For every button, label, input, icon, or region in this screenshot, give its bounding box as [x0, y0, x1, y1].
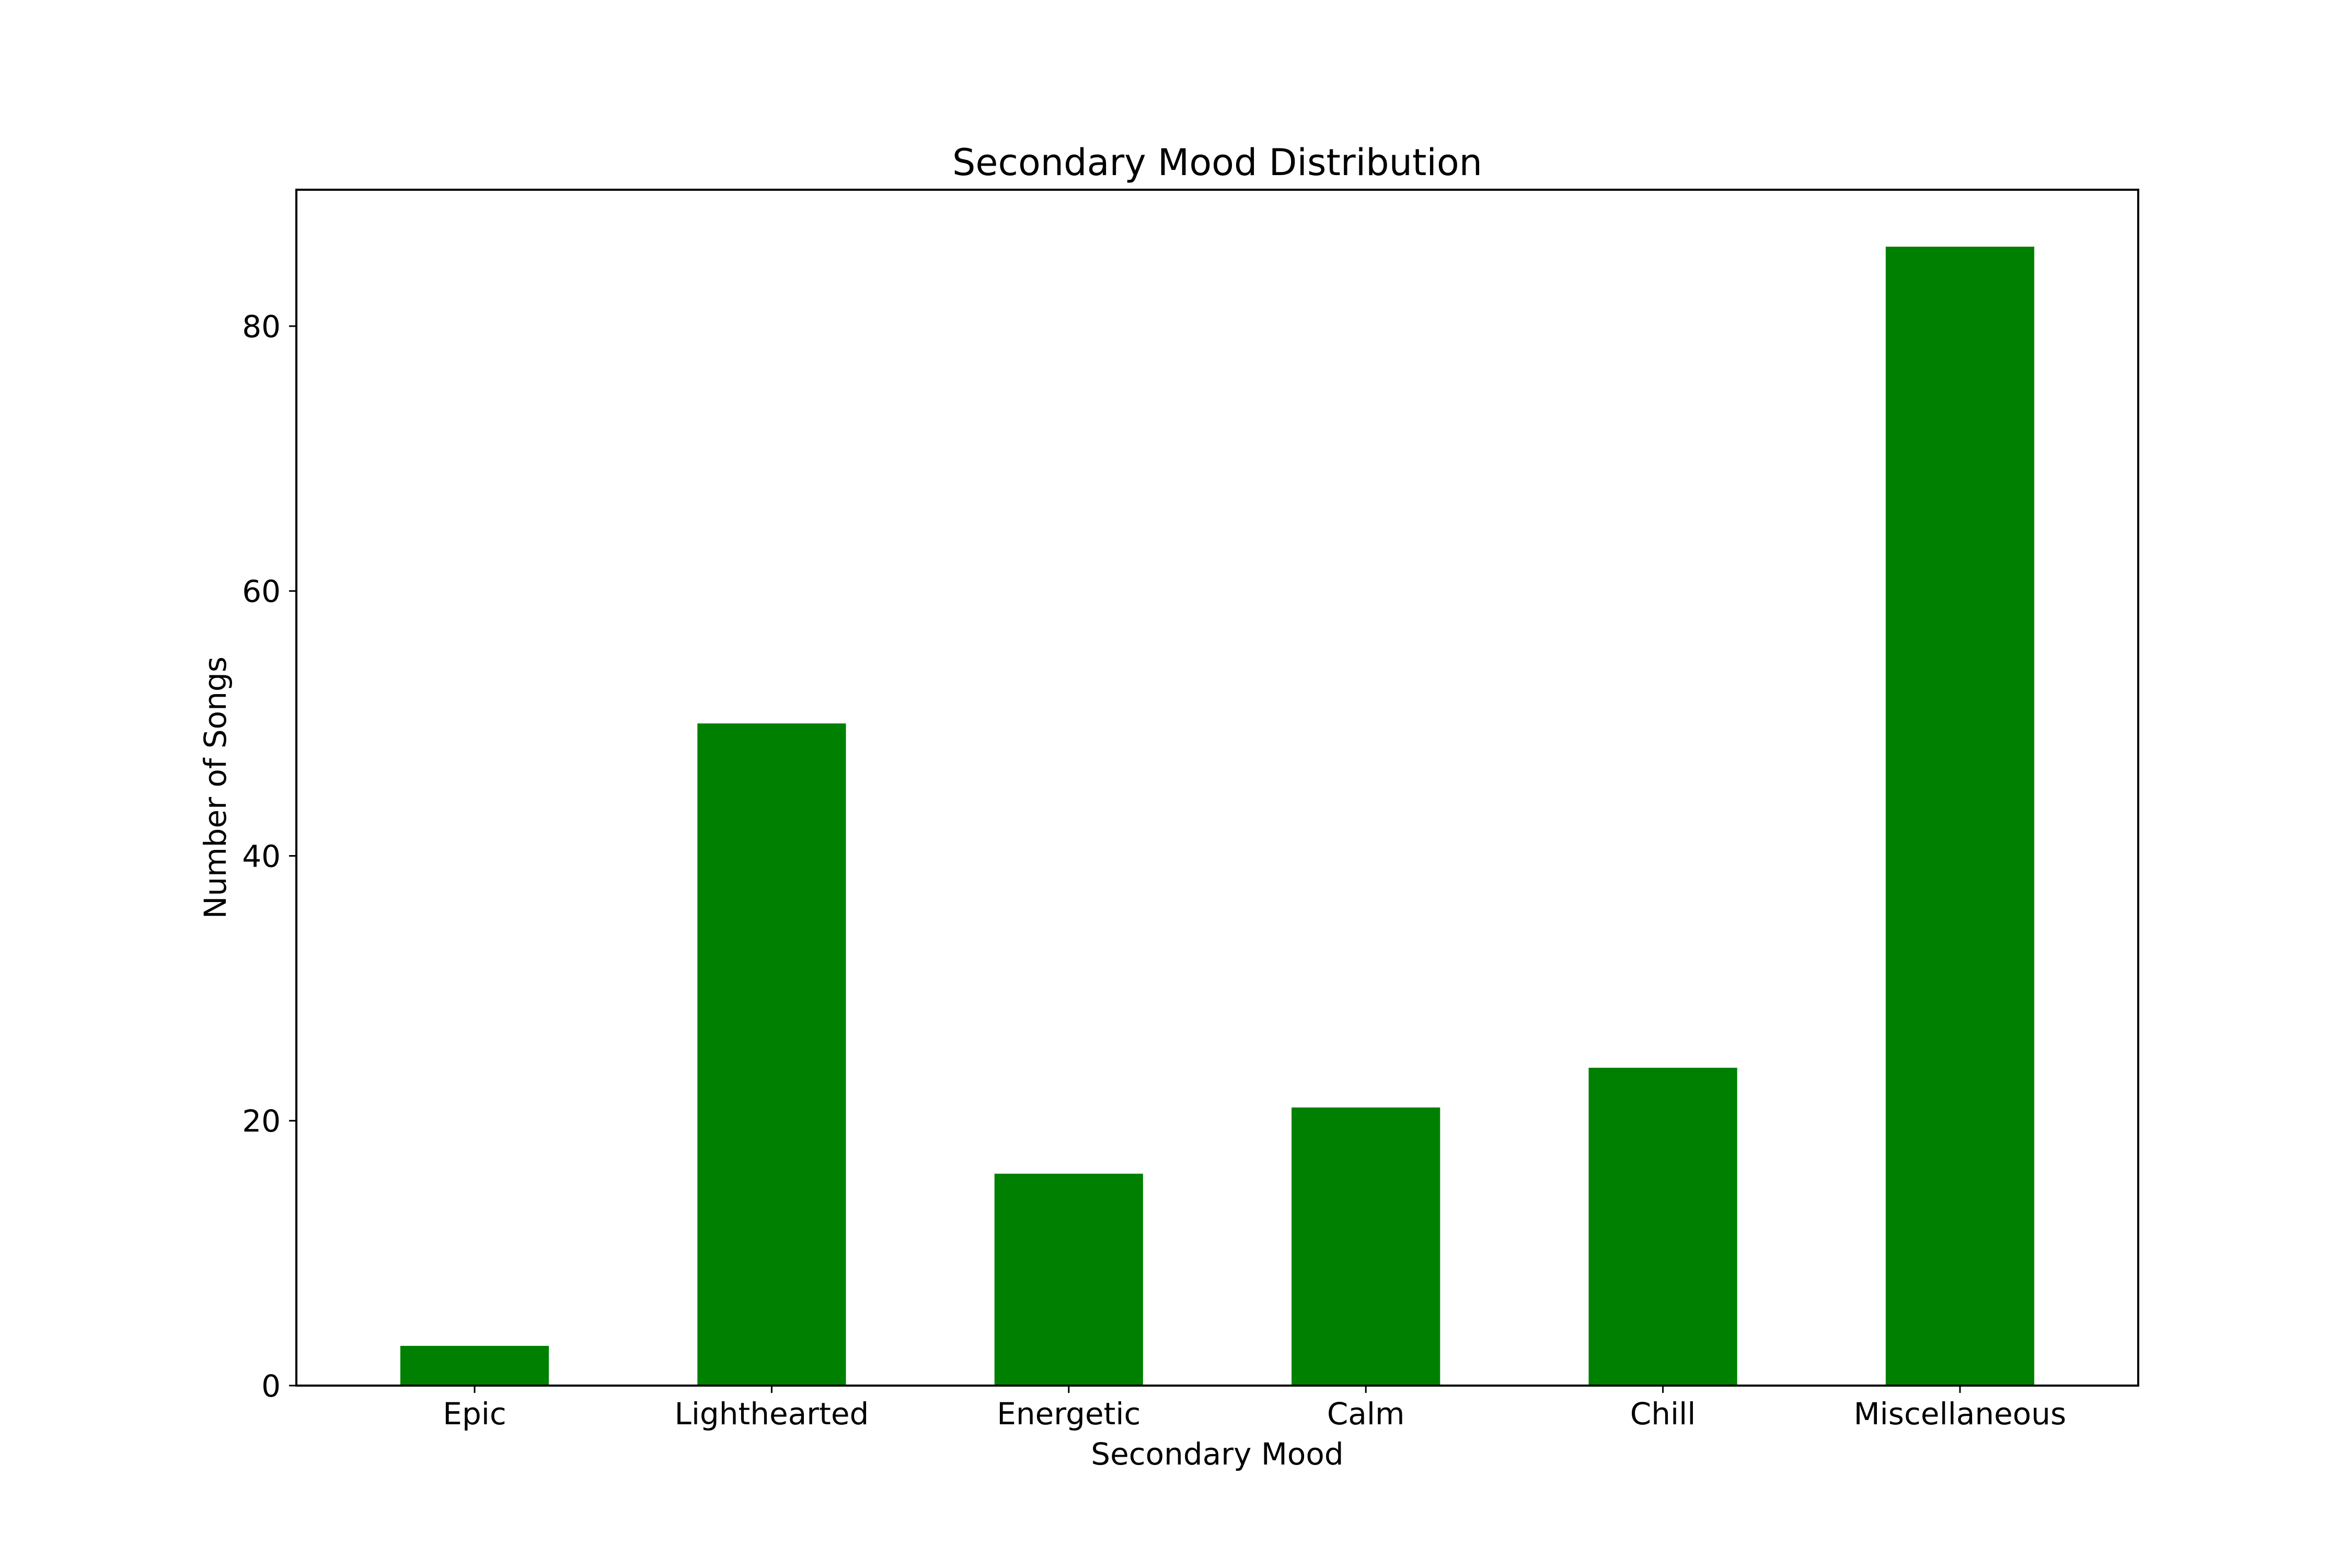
y-tick-label: 60: [242, 574, 281, 609]
chart-title: Secondary Mood Distribution: [952, 141, 1482, 184]
y-axis-label: Number of Songs: [198, 656, 233, 919]
y-tick-label: 0: [261, 1368, 281, 1404]
x-tick-label: Epic: [443, 1396, 506, 1432]
bar-lighthearted: [697, 723, 846, 1386]
x-tick-label: Energetic: [997, 1396, 1140, 1432]
bar-calm: [1292, 1107, 1440, 1386]
y-tick-label: 20: [242, 1103, 281, 1139]
x-tick-label: Calm: [1327, 1396, 1405, 1432]
plot-frame: [295, 189, 2139, 1387]
x-axis-label: Secondary Mood: [1091, 1436, 1343, 1472]
bars-layer: [400, 246, 2035, 1386]
x-tick-label: Chill: [1630, 1396, 1696, 1432]
bar-miscellaneous: [1885, 246, 2035, 1386]
x-tick-label: Miscellaneous: [1854, 1396, 2067, 1432]
bar-epic: [400, 1345, 549, 1386]
bar-chill: [1588, 1067, 1737, 1386]
y-tick-label: 40: [242, 838, 281, 874]
x-tick-label: Lighthearted: [675, 1396, 869, 1432]
x-axis-ticks: Epic Lighthearted Energetic Calm Chill Miscel…: [443, 1386, 2066, 1432]
y-tick-label: 80: [242, 309, 281, 344]
y-axis-ticks: 0 20 40 60 80: [242, 309, 296, 1404]
bar-energetic: [994, 1173, 1143, 1386]
